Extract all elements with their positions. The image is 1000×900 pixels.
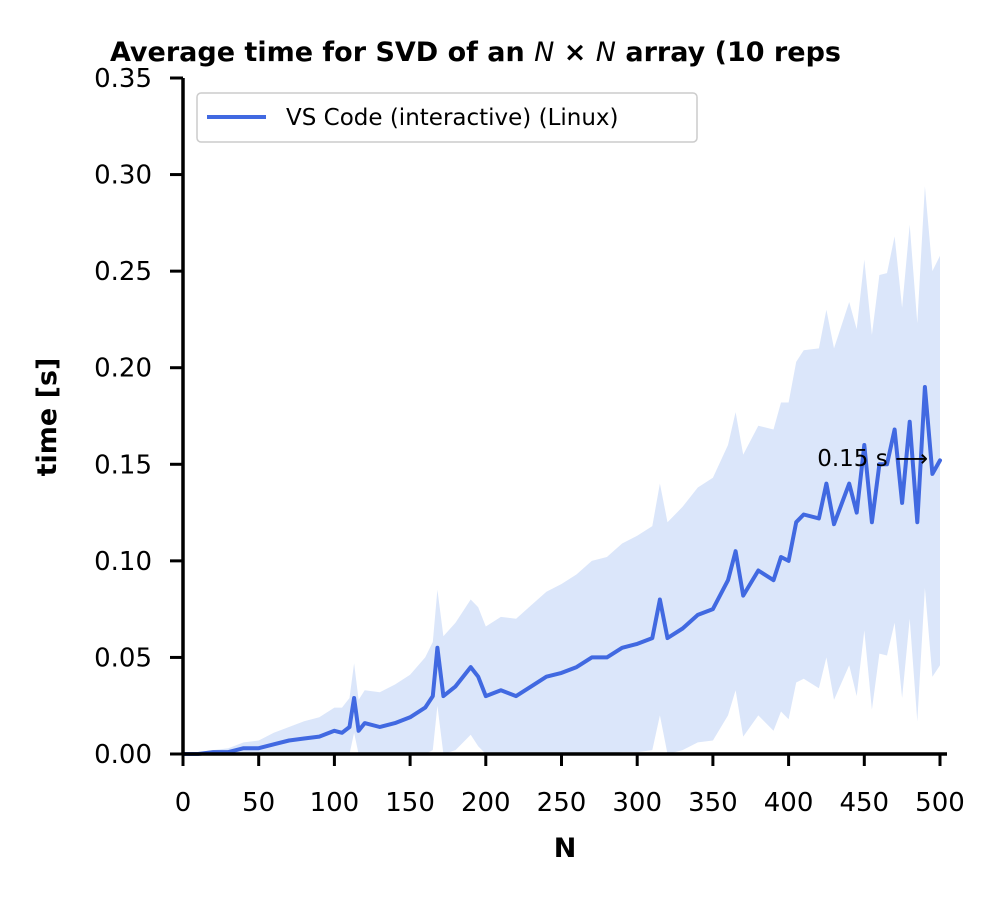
y-tick-label: 0.30 (94, 161, 152, 191)
x-tick-label: 0 (175, 788, 192, 818)
chart-title: Average time for SVD of an N × N array (… (110, 37, 841, 68)
legend: VS Code (interactive) (Linux) (196, 92, 698, 143)
x-tick-label: 400 (764, 788, 814, 818)
y-axis-label: time [s] (32, 358, 63, 477)
std-band-layer (183, 186, 940, 754)
y-tick-label: 0.15 (94, 450, 152, 480)
x-tick-label: 200 (461, 788, 511, 818)
y-tick-label: 0.10 (94, 547, 152, 577)
legend-frame (196, 92, 698, 143)
axes (181, 78, 947, 756)
x-tick-label: 50 (242, 788, 275, 818)
x-tick-label: 250 (537, 788, 587, 818)
x-tick-label: 500 (915, 788, 965, 818)
x-tick-label: 350 (688, 788, 738, 818)
y-tick-label: 0.00 (94, 740, 152, 770)
x-tick-label: 100 (310, 788, 360, 818)
series-line-layer (181, 385, 942, 756)
legend-entry: VS Code (interactive) (Linux) (286, 105, 619, 131)
x-ticks: 0 50 100 150 200 250 300 350 400 450 500 (175, 754, 965, 818)
y-tick-label: 0.25 (94, 257, 152, 287)
y-tick-label: 0.05 (94, 643, 152, 673)
x-tick-label: 300 (612, 788, 662, 818)
x-axis-label: N (554, 833, 577, 864)
y-tick-label: 0.20 (94, 354, 152, 384)
final-value-annotation: 0.15 s ⟶ (817, 446, 928, 472)
series-std-band (183, 186, 940, 754)
y-tick-label: 0.35 (94, 64, 152, 94)
x-tick-label: 150 (385, 788, 435, 818)
x-tick-label: 450 (839, 788, 889, 818)
series-line (181, 385, 942, 756)
y-ticks: 0.00 0.05 0.10 0.15 0.20 0.25 0.30 0.35 (94, 64, 183, 770)
